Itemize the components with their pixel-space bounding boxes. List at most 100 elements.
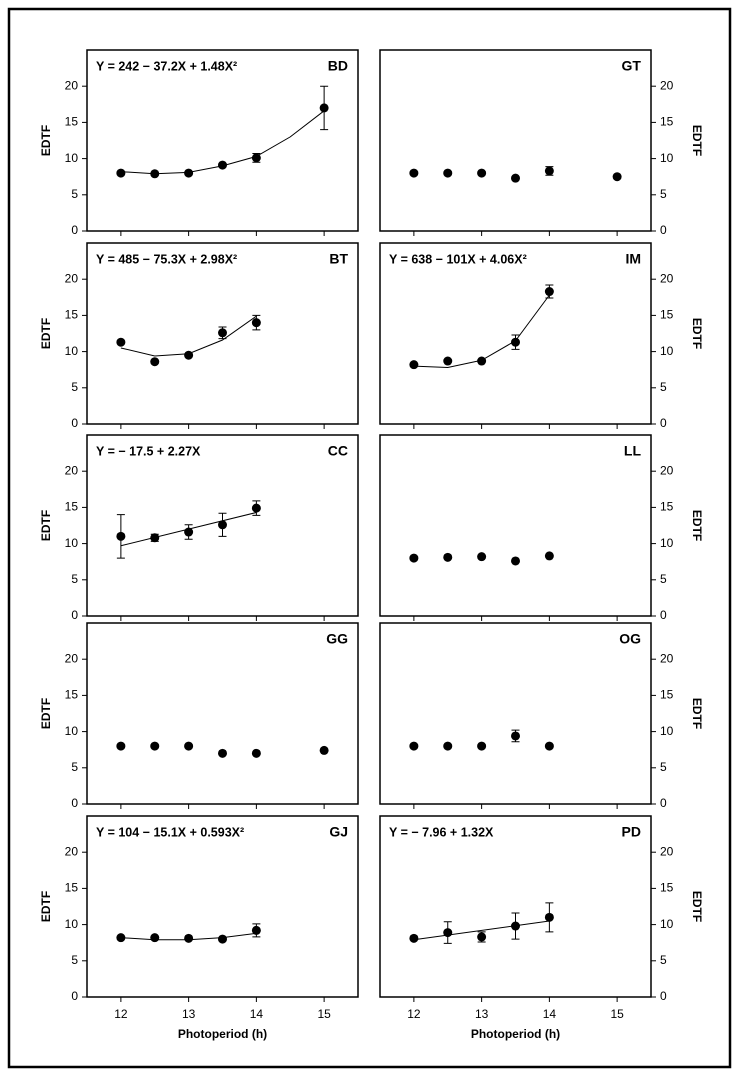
- data-point: [544, 287, 554, 297]
- y-tick-label: 10: [65, 151, 79, 165]
- x-tick-label: 12: [407, 1007, 421, 1021]
- data-point: [218, 520, 227, 530]
- data-point: [150, 169, 160, 179]
- panel: 0 5 10 15 20 EDTF GG: [39, 622, 359, 810]
- data-point: [150, 741, 160, 751]
- data-point: [409, 741, 419, 751]
- y-tick-label: 15: [660, 500, 674, 514]
- panel-title: GJ: [329, 824, 348, 840]
- data-point: [544, 912, 554, 922]
- fit-equation: Y = 104 − 15.1X + 0.593X²: [96, 825, 244, 839]
- x-axis-label: Photoperiod (h): [471, 1027, 560, 1041]
- plot-frame: [86, 49, 359, 232]
- data-point: [184, 527, 194, 537]
- data-point: [544, 166, 554, 176]
- y-axis-label: EDTF: [690, 891, 704, 922]
- data-point: [409, 168, 419, 178]
- data-point: [544, 741, 554, 751]
- y-tick-label: 0: [660, 608, 667, 622]
- plot-frame: [86, 815, 359, 998]
- plot-frame: [379, 242, 652, 425]
- data-point: [116, 741, 126, 751]
- y-tick-label: 5: [71, 380, 78, 394]
- panel-title: OG: [619, 631, 641, 647]
- y-tick-label: 10: [65, 344, 79, 358]
- y-tick-label: 10: [660, 724, 674, 738]
- y-axis-label: EDTF: [39, 125, 53, 156]
- y-tick-label: 20: [660, 844, 674, 858]
- y-tick-label: 20: [65, 271, 79, 285]
- data-point: [409, 553, 419, 563]
- y-tick-label: 0: [660, 989, 667, 1003]
- data-point: [511, 337, 520, 347]
- y-tick-label: 0: [660, 223, 667, 237]
- y-tick-label: 15: [65, 115, 79, 129]
- data-point: [409, 360, 419, 370]
- y-tick-label: 10: [65, 917, 79, 931]
- y-tick-label: 0: [660, 416, 667, 430]
- y-tick-label: 10: [660, 917, 674, 931]
- y-tick-label: 5: [71, 953, 78, 967]
- data-point: [150, 357, 160, 367]
- y-tick-label: 5: [660, 572, 667, 586]
- data-point: [409, 933, 419, 943]
- panel-title: BD: [328, 58, 348, 74]
- y-tick-label: 20: [660, 78, 674, 92]
- y-tick-label: 0: [660, 796, 667, 810]
- plot-frame: [379, 622, 652, 805]
- data-point: [612, 172, 622, 182]
- data-point: [218, 934, 227, 944]
- y-tick-label: 5: [71, 760, 78, 774]
- data-point: [477, 168, 487, 178]
- data-point: [184, 168, 194, 178]
- x-tick-label: 13: [475, 1007, 489, 1021]
- x-tick-label: 15: [610, 1007, 624, 1021]
- data-point: [477, 552, 487, 562]
- data-point: [477, 356, 487, 366]
- plot-frame: [86, 434, 359, 617]
- panel: 0 5 10 15 20 EDTF GT: [379, 49, 704, 237]
- panel-title: PD: [622, 824, 641, 840]
- y-tick-label: 0: [71, 989, 78, 1003]
- y-axis-label: EDTF: [690, 698, 704, 729]
- y-tick-label: 5: [71, 572, 78, 586]
- panel-title: GG: [326, 631, 348, 647]
- data-point: [511, 556, 520, 566]
- panel: 0 5 10 15 20 EDTF CC Y = − 17.5 + 2.27X: [39, 434, 359, 622]
- y-tick-label: 15: [660, 115, 674, 129]
- y-tick-label: 20: [660, 271, 674, 285]
- x-tick-label: 14: [543, 1007, 557, 1021]
- y-tick-label: 20: [65, 463, 79, 477]
- y-tick-label: 20: [660, 651, 674, 665]
- y-tick-label: 15: [65, 688, 79, 702]
- y-axis-label: EDTF: [39, 318, 53, 349]
- x-tick-label: 12: [114, 1007, 128, 1021]
- y-tick-label: 5: [71, 187, 78, 201]
- data-point: [218, 160, 227, 170]
- plot-frame: [379, 815, 652, 998]
- y-tick-label: 0: [71, 608, 78, 622]
- y-tick-label: 5: [660, 953, 667, 967]
- fit-equation: Y = 242 − 37.2X + 1.48X²: [96, 59, 237, 73]
- y-axis-label: EDTF: [39, 698, 53, 729]
- panel: 0 5 10 15 20 EDTF IM Y = 638 − 101X + 4.06X²: [379, 242, 704, 430]
- data-point: [218, 328, 227, 338]
- y-axis-label: EDTF: [690, 318, 704, 349]
- data-point: [251, 153, 261, 163]
- data-point: [443, 168, 453, 178]
- panel: 0 5 10 15 20 EDTF BD Y = 242 − 37.2X + 1.48X²: [39, 49, 359, 237]
- y-tick-label: 20: [65, 78, 79, 92]
- y-tick-label: 0: [71, 796, 78, 810]
- fit-line: [413, 920, 550, 941]
- plot-frame: [379, 49, 652, 232]
- data-point: [511, 731, 520, 741]
- y-axis-label: EDTF: [690, 125, 704, 156]
- data-point: [184, 741, 194, 751]
- y-tick-label: 10: [65, 536, 79, 550]
- data-point: [477, 932, 487, 942]
- data-point: [443, 741, 453, 751]
- x-tick-label: 15: [317, 1007, 331, 1021]
- y-tick-label: 15: [65, 881, 79, 895]
- plot-frame: [379, 434, 652, 617]
